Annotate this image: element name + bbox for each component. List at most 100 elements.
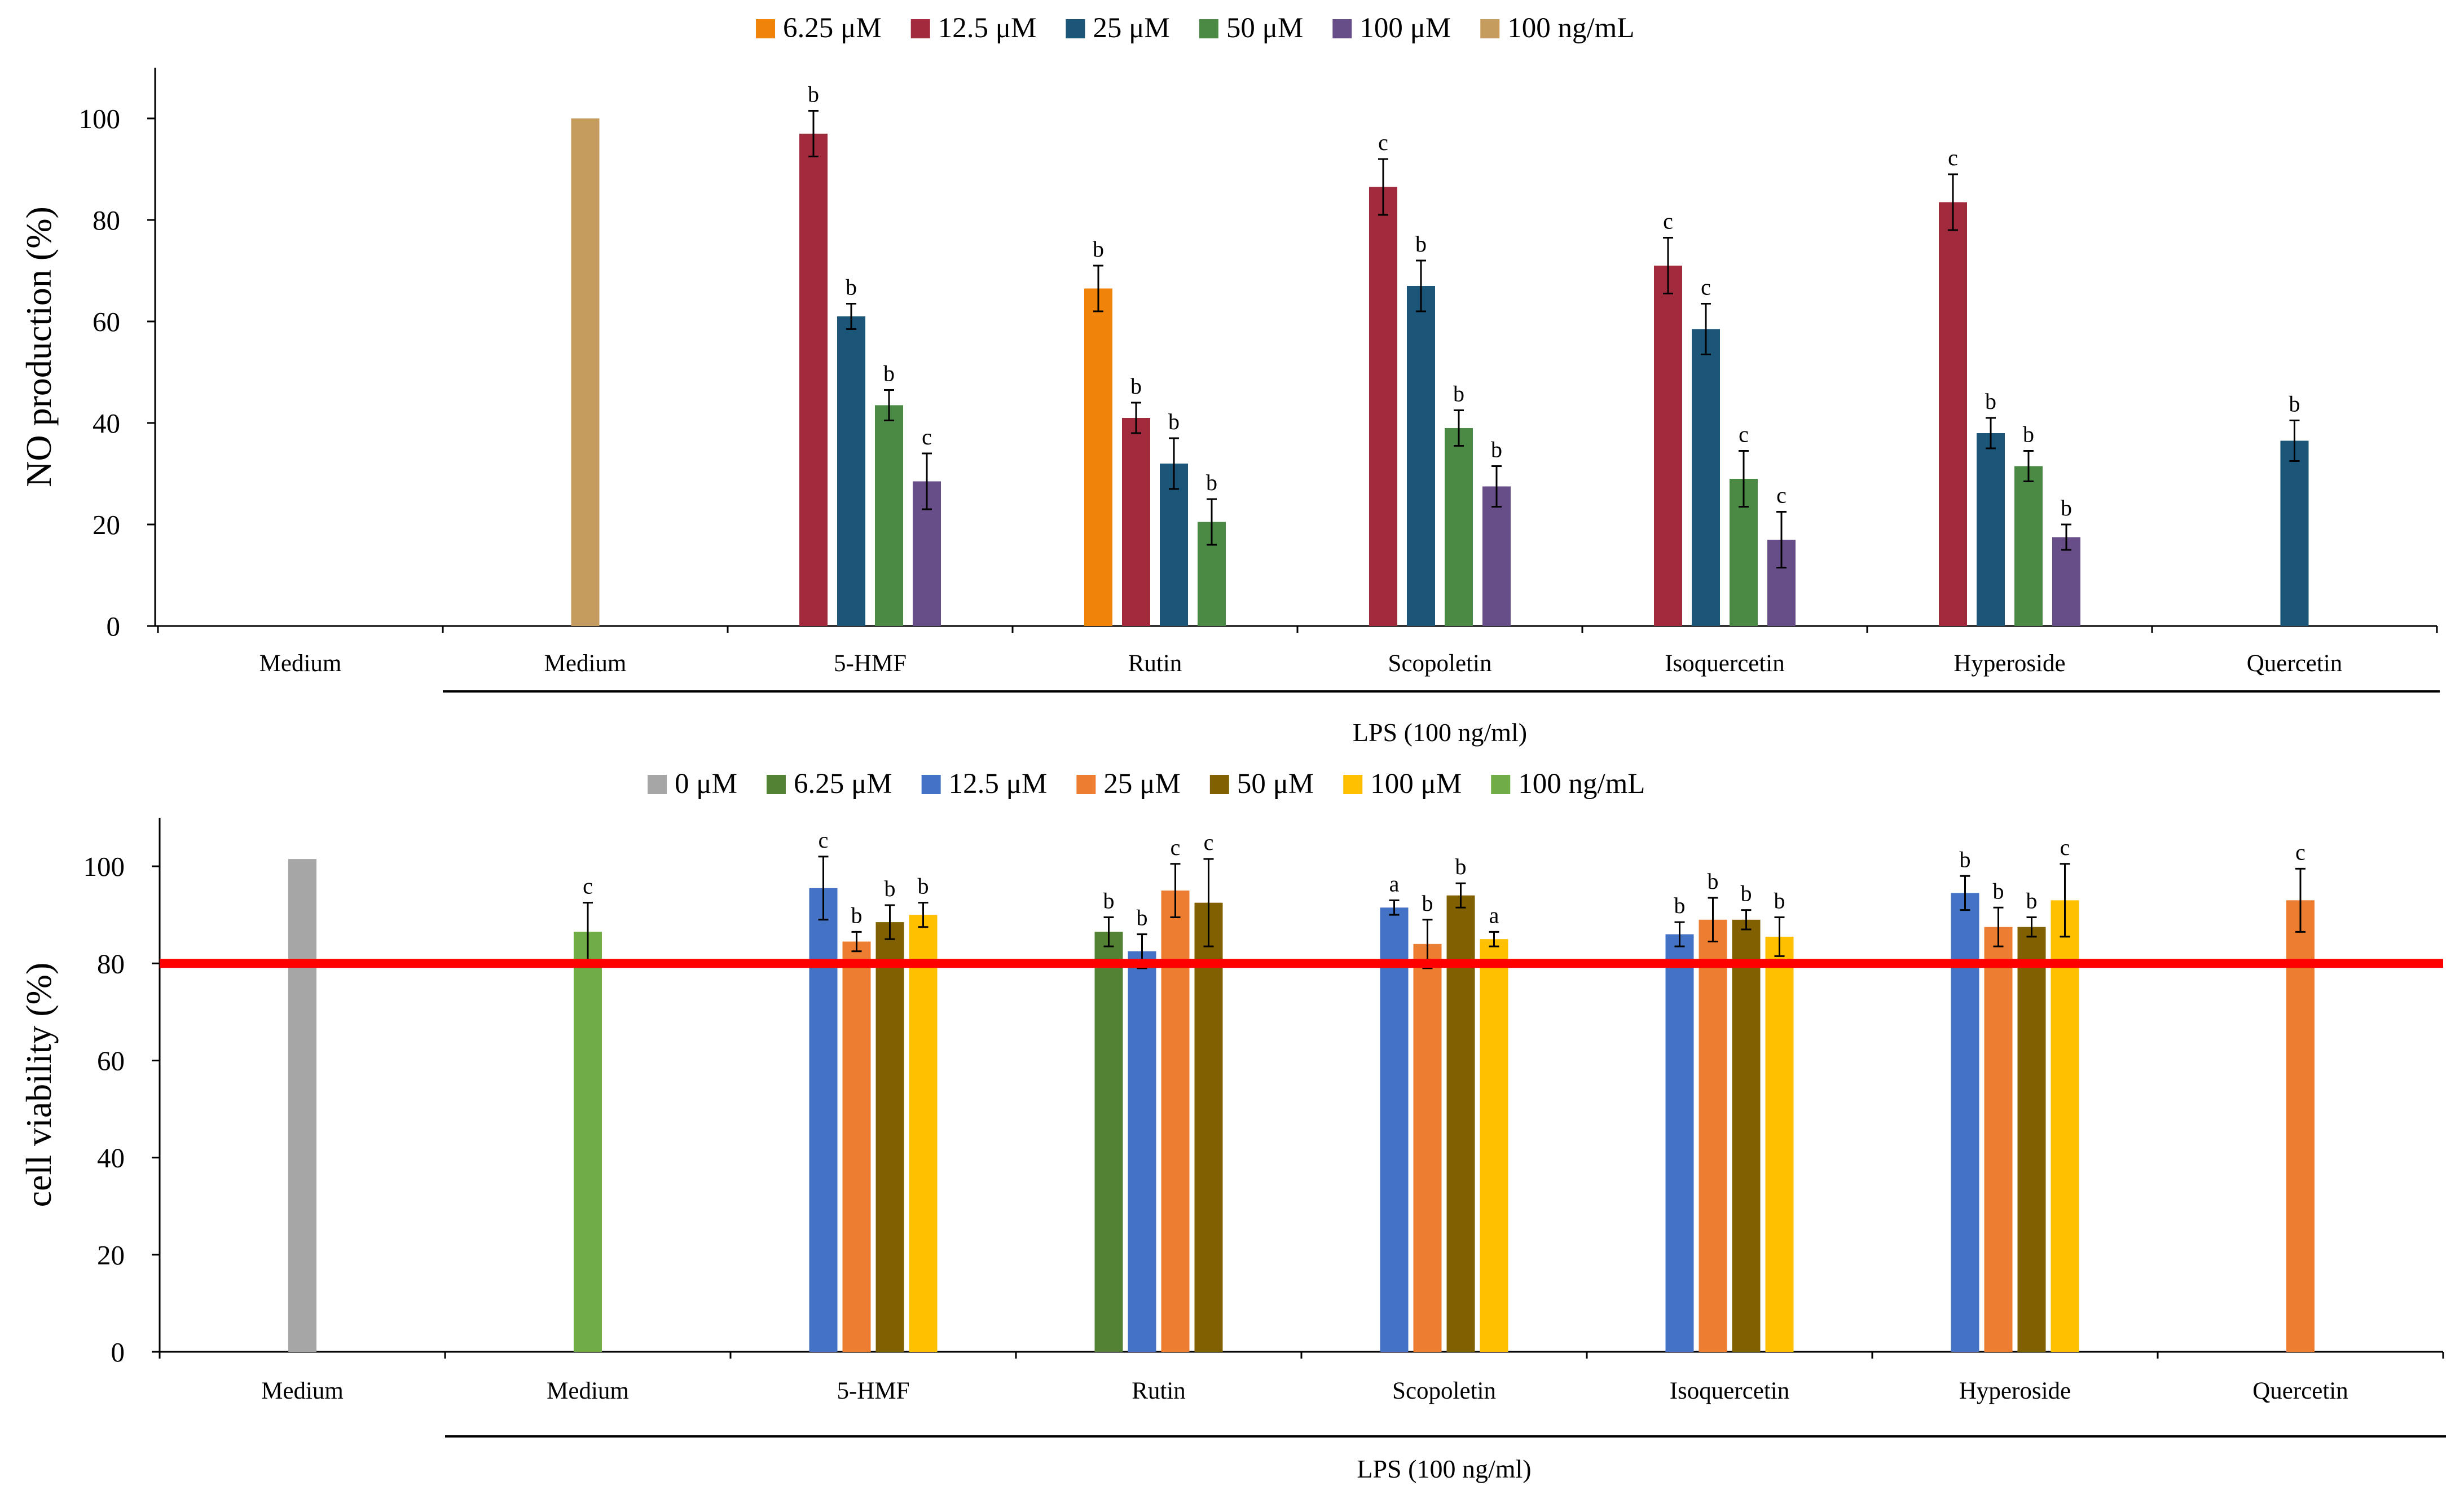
significance-letter: b: [1130, 373, 1142, 399]
significance-letter: b: [1455, 854, 1467, 879]
bar: [1369, 187, 1397, 626]
legend-swatch: [1199, 19, 1218, 38]
bar: [574, 932, 602, 1352]
y-tick-label: 60: [93, 306, 120, 337]
bar: [1654, 266, 1682, 626]
category-label: Isoquercetin: [1665, 650, 1785, 677]
bar: [1692, 329, 1720, 626]
significance-letter: b: [1137, 905, 1148, 931]
significance-letter: c: [1776, 483, 1787, 508]
significance-letter: b: [1993, 878, 2004, 903]
lps-group-label: LPS (100 ng/ml): [1357, 1454, 1531, 1483]
bar: [1094, 932, 1123, 1352]
legend-label: 100 ng/mL: [1518, 768, 1645, 800]
category-label: Rutin: [1132, 1378, 1186, 1404]
category-label: Medium: [259, 650, 342, 677]
significance-letter: b: [883, 361, 895, 386]
bar: [1984, 927, 2013, 1352]
bar: [2051, 900, 2079, 1352]
bar: [875, 405, 903, 626]
bar: [1122, 418, 1150, 626]
y-tick-label: 40: [97, 1143, 125, 1174]
legend-swatch: [910, 19, 930, 38]
bar: [1480, 939, 1508, 1352]
bar: [1084, 288, 1112, 626]
significance-letter: b: [1708, 868, 1719, 894]
significance-letter: b: [1168, 409, 1180, 434]
significance-letter: b: [1453, 381, 1464, 407]
bar: [1413, 944, 1442, 1352]
significance-letter: b: [1674, 893, 1686, 918]
y-tick-label: 100: [83, 851, 125, 882]
legend-swatch: [1343, 775, 1363, 794]
bar: [1380, 907, 1409, 1352]
legend-label: 100 μM: [1370, 768, 1462, 800]
bar: [1951, 893, 1979, 1352]
category-label: Quercetin: [2252, 1378, 2348, 1404]
category-label: Medium: [261, 1378, 344, 1404]
significance-letter: b: [1491, 437, 1502, 462]
significance-letter: b: [2023, 422, 2034, 447]
significance-letter: b: [885, 876, 896, 901]
bar: [571, 118, 600, 626]
bar: [1732, 919, 1761, 1352]
category-label: Scopoletin: [1392, 1378, 1496, 1404]
legend-swatch: [1076, 775, 1096, 794]
significance-letter: c: [1171, 835, 1181, 860]
significance-letter: c: [1663, 209, 1673, 234]
y-tick-label: 0: [107, 611, 121, 642]
significance-letter: b: [1103, 888, 1115, 913]
legend-swatch: [756, 19, 775, 38]
legend-label: 50 μM: [1237, 768, 1314, 800]
category-label: Hyperoside: [1959, 1378, 2071, 1404]
significance-letter: c: [1739, 422, 1749, 447]
bar: [875, 922, 904, 1352]
significance-letter: b: [1985, 389, 1996, 414]
legend-label: 25 μM: [1103, 768, 1180, 800]
y-tick-label: 40: [93, 408, 120, 439]
y-tick-label: 80: [93, 205, 120, 236]
bar: [2286, 900, 2315, 1352]
significance-letter: b: [1774, 888, 1785, 913]
significance-letter: b: [2026, 888, 2038, 913]
bar: [2052, 537, 2080, 626]
legend-label: 6.25 μM: [783, 12, 882, 44]
legend-label: 100 μM: [1359, 12, 1451, 44]
significance-letter: c: [1204, 830, 1214, 855]
legend-label: 12.5 μM: [938, 12, 1037, 44]
bar: [288, 859, 316, 1352]
y-tick-label: 20: [97, 1240, 125, 1271]
significance-letter: b: [1093, 236, 1104, 262]
significance-letter: c: [1378, 130, 1388, 155]
no-production-chart: 6.25 μM 12.5 μM 25 μM 50 μM 100 μM 100 ng/mL 0…: [19, 12, 2440, 747]
significance-letter: b: [2061, 495, 2072, 521]
bar: [1977, 433, 2005, 626]
significance-letter: b: [1422, 890, 1433, 916]
legend-label: 25 μM: [1093, 12, 1169, 44]
category-label: Medium: [544, 650, 627, 677]
legend-swatch: [1066, 19, 1085, 38]
bar: [2014, 466, 2043, 626]
legend-label: 100 ng/mL: [1507, 12, 1634, 44]
significance-letter: b: [808, 82, 819, 107]
bar: [1482, 486, 1511, 626]
bar: [1407, 286, 1435, 626]
y-tick-label: 0: [111, 1337, 125, 1368]
category-label: Quercetin: [2247, 650, 2343, 677]
category-label: Rutin: [1128, 650, 1182, 677]
legend-swatch: [1480, 19, 1500, 38]
significance-letter: b: [1415, 231, 1427, 257]
bar: [1446, 895, 1475, 1352]
category-label: Medium: [547, 1378, 629, 1404]
significance-letter: b: [846, 275, 857, 300]
significance-letter: c: [922, 424, 932, 449]
legend-swatch: [648, 775, 667, 794]
lps-group-label: LPS (100 ng/ml): [1353, 718, 1527, 747]
significance-letter: c: [2060, 835, 2070, 860]
legend-label: 12.5 μM: [949, 768, 1048, 800]
significance-letter: a: [1389, 871, 1400, 896]
significance-letter: c: [1701, 275, 1711, 300]
bar: [1765, 936, 1794, 1352]
legend-swatch: [766, 775, 786, 794]
bar: [2280, 440, 2309, 626]
